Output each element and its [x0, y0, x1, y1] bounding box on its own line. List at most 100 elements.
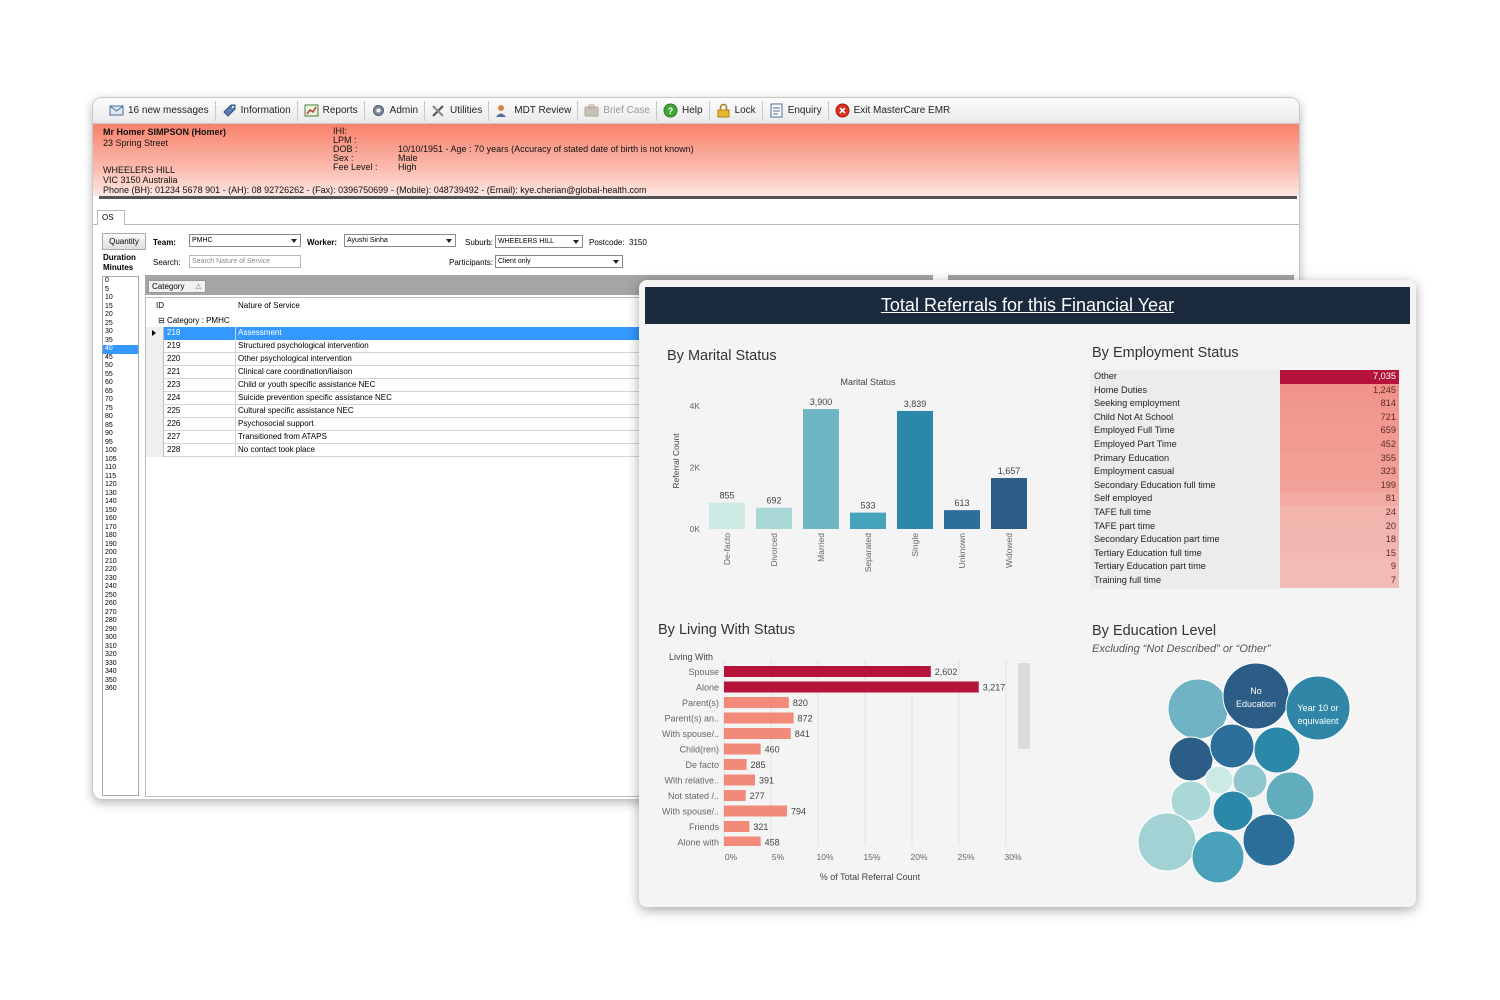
duration-option[interactable]: 230 — [105, 574, 117, 582]
education-bubble[interactable] — [1285, 675, 1351, 741]
employment-row[interactable]: Employment casual 323 — [1090, 465, 1399, 479]
marital-bar[interactable] — [803, 409, 839, 529]
duration-option[interactable]: 40 — [103, 345, 138, 354]
duration-option[interactable]: 20 — [105, 311, 113, 318]
table-row[interactable]: 223 Child or youth specific assistance NE… — [146, 379, 932, 392]
row-selector[interactable] — [146, 353, 164, 366]
row-selector[interactable] — [146, 340, 164, 353]
employment-row[interactable]: Employed Full Time 659 — [1090, 424, 1399, 438]
education-bubble[interactable] — [1242, 813, 1296, 867]
duration-option[interactable]: 270 — [105, 608, 117, 616]
row-selector[interactable] — [146, 392, 164, 405]
living-bar[interactable] — [724, 790, 746, 801]
living-bar[interactable] — [724, 821, 750, 832]
duration-option[interactable]: 65 — [105, 387, 113, 395]
living-bar[interactable] — [724, 712, 794, 724]
education-bubble[interactable] — [1222, 662, 1290, 730]
education-bubble[interactable] — [1137, 812, 1197, 872]
employment-row[interactable]: Other 7,035 — [1090, 370, 1399, 384]
duration-option[interactable]: 5 — [105, 285, 109, 293]
living-bar[interactable] — [724, 805, 787, 817]
duration-option[interactable]: 25 — [105, 319, 113, 327]
duration-option[interactable]: 55 — [105, 370, 113, 378]
employment-row[interactable]: Training full time 7 — [1090, 574, 1399, 588]
quantity-button[interactable]: Quantity — [102, 233, 146, 250]
column-header-id[interactable]: ID — [156, 301, 164, 310]
table-row[interactable]: 221 Clinical care coordination/liaison — [146, 366, 932, 379]
employment-row[interactable]: Employed Part Time 452 — [1090, 438, 1399, 452]
row-selector[interactable] — [146, 418, 164, 431]
duration-option[interactable]: 280 — [105, 617, 117, 624]
living-bar[interactable] — [724, 666, 931, 677]
duration-option[interactable]: 0 — [105, 277, 109, 284]
duration-option[interactable]: 70 — [105, 396, 113, 403]
table-row[interactable]: 227 Transitioned from ATAPS — [146, 431, 932, 444]
group-by-category-chip[interactable]: Category △ — [148, 280, 206, 293]
duration-option[interactable]: 290 — [105, 625, 117, 633]
duration-option[interactable]: 110 — [105, 464, 117, 471]
duration-option[interactable]: 15 — [105, 302, 113, 310]
enquiry-button[interactable]: Enquiry — [763, 100, 829, 121]
employment-row[interactable]: Child Not At School 721 — [1090, 410, 1399, 425]
duration-option[interactable]: 310 — [105, 642, 117, 650]
utilities-button[interactable]: Utilities — [425, 100, 490, 121]
employment-row[interactable]: Tertiary Education part time 9 — [1090, 560, 1399, 574]
living-bar[interactable] — [724, 681, 979, 693]
table-row[interactable]: 219 Structured psychological intervention — [146, 340, 932, 353]
table-row[interactable]: 228 No contact took place — [146, 444, 932, 457]
tab-os[interactable]: OS — [97, 210, 125, 225]
employment-row[interactable]: Secondary Education part time 18 — [1090, 533, 1399, 547]
duration-option[interactable]: 350 — [105, 676, 117, 684]
duration-list[interactable]: 0 5 10 15 20 25 30 35 40 45 50 55 60 65 70 75 80 85 90 95 10… — [102, 276, 139, 796]
employment-row[interactable]: Secondary Education full time 199 — [1090, 478, 1399, 493]
education-bubble[interactable] — [1191, 830, 1245, 884]
duration-option[interactable]: 60 — [105, 379, 113, 386]
duration-option[interactable]: 75 — [105, 404, 113, 412]
duration-option[interactable]: 180 — [105, 532, 117, 539]
duration-option[interactable]: 95 — [105, 438, 113, 446]
duration-option[interactable]: 35 — [105, 336, 113, 344]
exit-button[interactable]: Exit MasterCare EMR — [829, 101, 957, 121]
duration-option[interactable]: 150 — [105, 506, 117, 514]
row-selector[interactable] — [146, 379, 164, 392]
duration-option[interactable]: 320 — [105, 651, 117, 658]
marital-bar[interactable] — [756, 507, 792, 529]
duration-option[interactable]: 120 — [105, 481, 117, 488]
living-bar[interactable] — [724, 836, 761, 848]
duration-option[interactable]: 30 — [105, 328, 113, 335]
admin-button[interactable]: Admin — [365, 100, 426, 121]
living-scrollbar[interactable] — [1018, 663, 1030, 749]
participants-select[interactable]: Client only — [495, 255, 623, 268]
table-row[interactable]: 220 Other psychological intervention — [146, 353, 932, 366]
employment-row[interactable]: Home Duties 1,245 — [1090, 383, 1399, 398]
marital-bar[interactable] — [944, 510, 980, 529]
living-bar[interactable] — [724, 728, 791, 739]
row-selector[interactable] — [146, 327, 164, 340]
marital-bar[interactable] — [709, 502, 745, 529]
row-selector[interactable] — [146, 431, 164, 444]
worker-select[interactable]: Ayushi Sinha — [344, 234, 456, 247]
duration-option[interactable]: 105 — [105, 455, 117, 463]
education-bubble[interactable] — [1204, 765, 1234, 795]
duration-option[interactable]: 50 — [105, 362, 113, 369]
duration-option[interactable]: 250 — [105, 591, 117, 599]
group-row[interactable]: ⊟ Category : PMHC — [158, 316, 230, 325]
duration-option[interactable]: 300 — [105, 634, 117, 641]
employment-row[interactable]: Seeking employment 814 — [1090, 397, 1399, 411]
employment-row[interactable]: Self employed 81 — [1090, 492, 1399, 506]
duration-option[interactable]: 45 — [105, 353, 113, 361]
duration-option[interactable]: 10 — [105, 294, 113, 301]
reports-button[interactable]: Reports — [298, 100, 365, 121]
duration-option[interactable]: 220 — [105, 566, 117, 573]
duration-option[interactable]: 210 — [105, 557, 117, 565]
marital-bar[interactable] — [991, 478, 1027, 529]
messages-button[interactable]: 16 new messages — [103, 100, 216, 121]
employment-row[interactable]: TAFE full time 24 — [1090, 506, 1399, 520]
row-selector[interactable] — [146, 444, 164, 457]
living-bar[interactable] — [724, 697, 789, 708]
duration-option[interactable]: 260 — [105, 600, 117, 607]
education-bubble[interactable] — [1209, 723, 1255, 769]
duration-option[interactable]: 80 — [105, 413, 113, 420]
duration-option[interactable]: 100 — [105, 447, 117, 454]
duration-option[interactable]: 85 — [105, 421, 113, 429]
